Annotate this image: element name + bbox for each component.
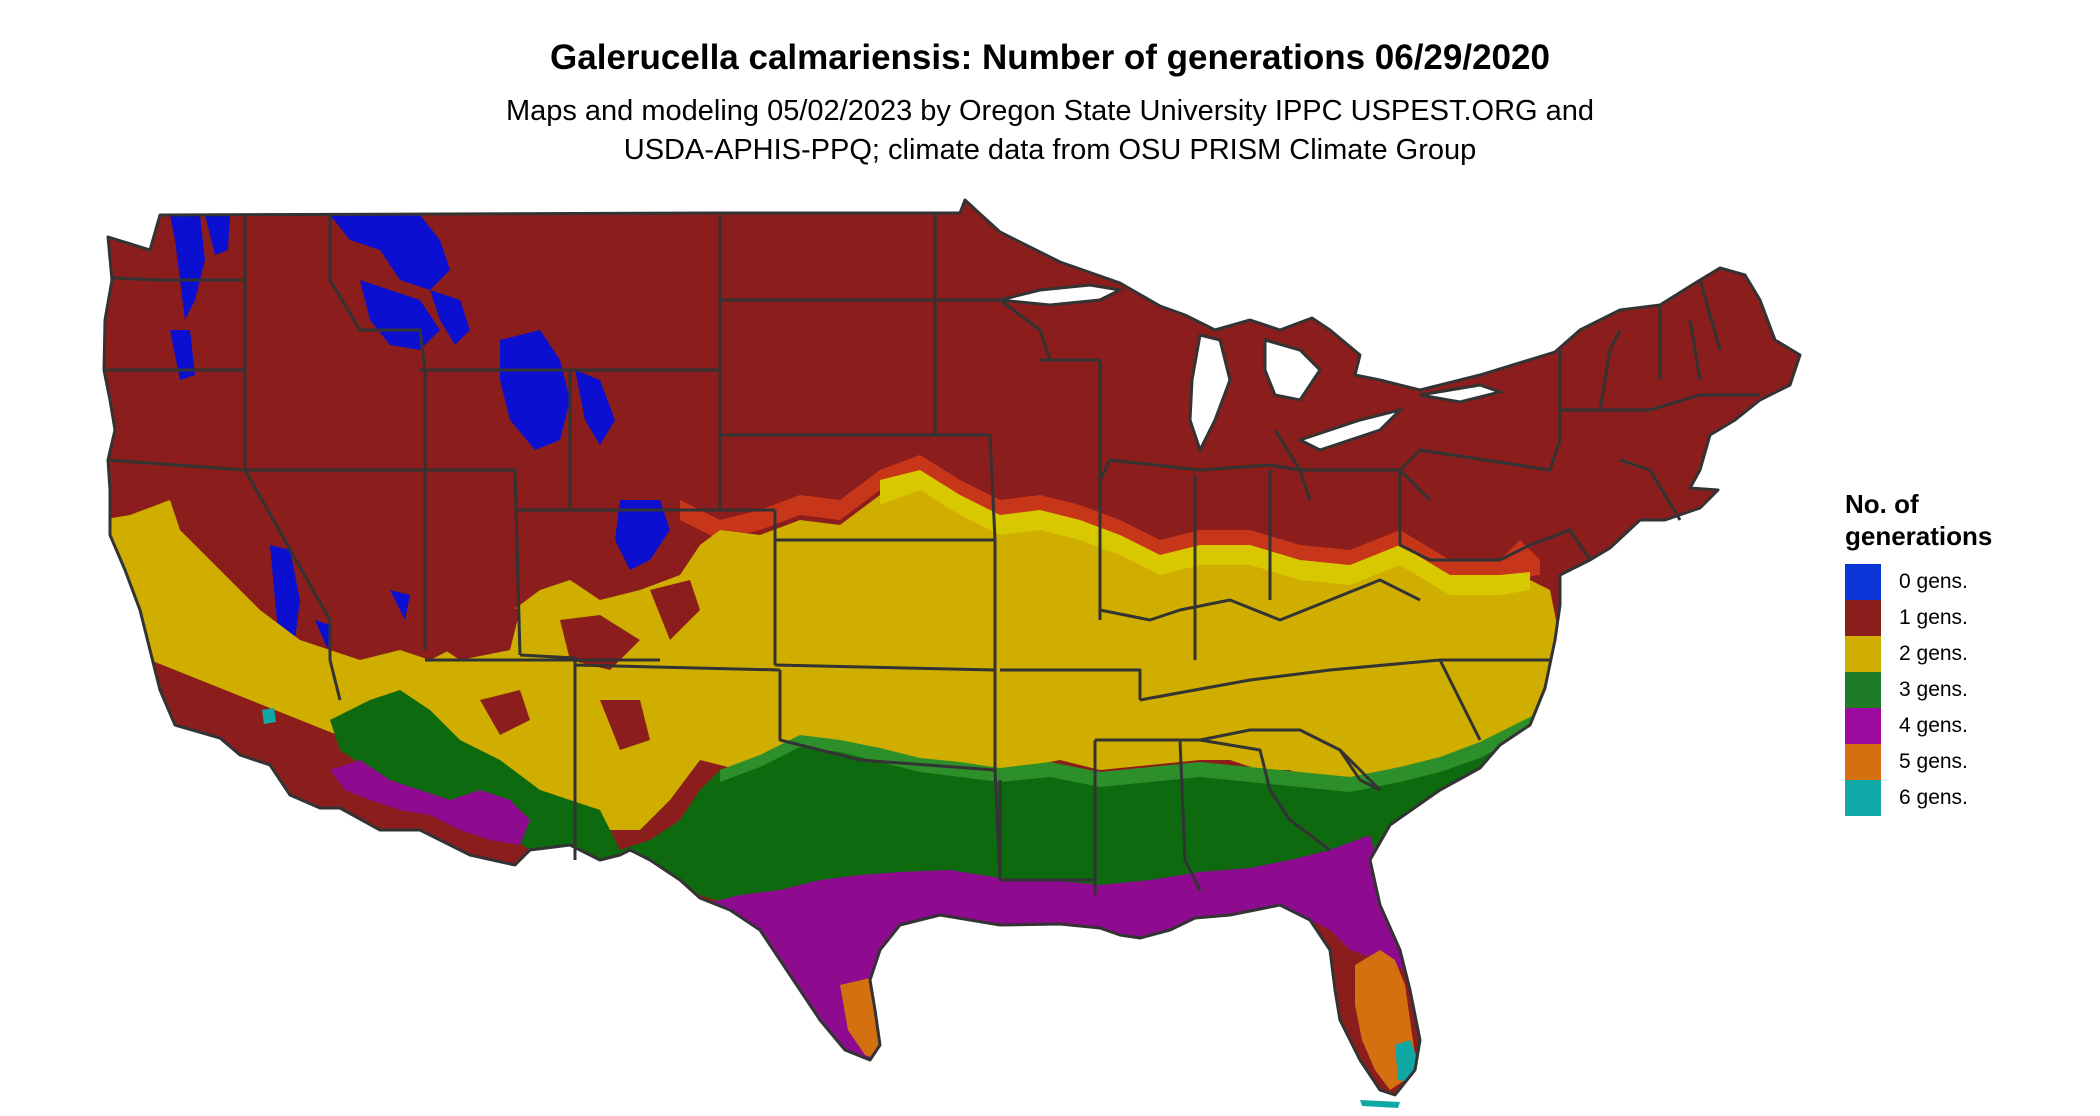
- legend-label-6-gens: 6 gens.: [1899, 786, 1968, 809]
- legend-item-6-gens: 6 gens.: [1845, 780, 2095, 816]
- legend-swatch-4-gens: [1845, 708, 1881, 744]
- legend-item-0-gens: 0 gens.: [1845, 564, 2095, 600]
- map-title: Galerucella calmariensis: Number of gene…: [550, 38, 1550, 77]
- legend-swatch-2-gens: [1845, 636, 1881, 672]
- region-4-gen-desert: [330, 760, 530, 845]
- subtitle-line-1: Maps and modeling 05/02/2023 by Oregon S…: [505, 95, 1595, 127]
- florida-keys: [1360, 1100, 1400, 1108]
- great-lakes: [999, 283, 1506, 454]
- region-3-gen-fringe: [720, 712, 1542, 792]
- legend-label-0-gens: 0 gens.: [1899, 570, 1968, 593]
- legend-swatch-1-gens: [1845, 600, 1881, 636]
- legend-item-5-gens: 5 gens.: [1845, 744, 2095, 780]
- map-subtitle: Maps and modeling 05/02/2023 by Oregon S…: [0, 92, 2100, 170]
- legend-label-3-gens: 3 gens.: [1899, 678, 1968, 701]
- legend-title: No. of generations: [1845, 488, 2045, 552]
- legend: No. of generations 0 gens. 1 gens. 2 gen…: [1845, 488, 2095, 816]
- legend-label-4-gens: 4 gens.: [1899, 714, 1968, 737]
- state-borders: [102, 198, 1802, 1097]
- legend-swatch-5-gens: [1845, 744, 1881, 780]
- legend-item-3-gens: 3 gens.: [1845, 672, 2095, 708]
- region-1-gen-edge: [680, 455, 1540, 580]
- legend-label-1-gens: 1 gens.: [1899, 606, 1968, 629]
- legend-title-line-2: generations: [1845, 521, 1993, 551]
- legend-label-5-gens: 5 gens.: [1899, 750, 1968, 773]
- region-2-gen-fringe: [880, 470, 1530, 595]
- region-4-gen-gulf: [700, 835, 1405, 1060]
- legend-label-2-gens: 2 gens.: [1899, 642, 1968, 665]
- legend-list: 0 gens. 1 gens. 2 gens. 3 gens. 4 gens. …: [1845, 564, 2095, 816]
- region-6-gen-desert-spot: [262, 708, 276, 724]
- legend-item-1-gens: 1 gens.: [1845, 600, 2095, 636]
- legend-item-2-gens: 2 gens.: [1845, 636, 2095, 672]
- region-1-gen-mountain-islands: [200, 470, 700, 750]
- legend-title-line-1: No. of: [1845, 489, 1919, 519]
- legend-swatch-6-gens: [1845, 780, 1881, 816]
- subtitle-line-2: USDA-APHIS-PPQ; climate data from OSU PR…: [623, 134, 1477, 166]
- legend-swatch-0-gens: [1845, 564, 1881, 600]
- legend-item-4-gens: 4 gens.: [1845, 708, 2095, 744]
- region-0-gen-patches: [170, 215, 670, 650]
- legend-swatch-3-gens: [1845, 672, 1881, 708]
